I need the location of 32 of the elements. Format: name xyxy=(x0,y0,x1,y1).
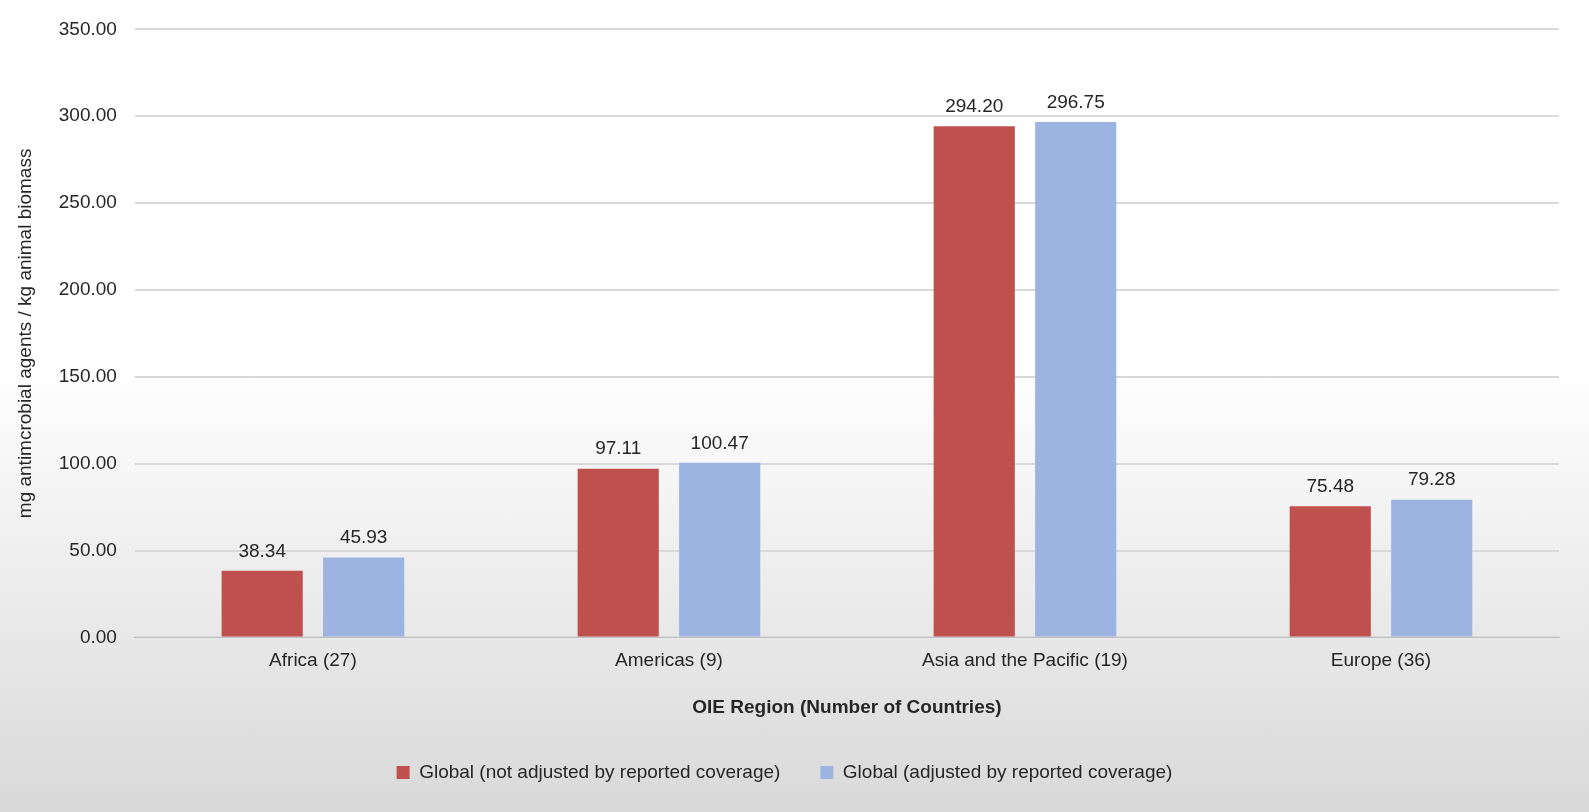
legend-label: Global (adjusted by reported coverage) xyxy=(842,760,1173,782)
bar xyxy=(221,570,303,637)
bar xyxy=(679,462,761,637)
x-tick-label: Europe (36) xyxy=(1330,649,1432,671)
y-tick-label: 50.00 xyxy=(69,538,117,560)
y-tick-label: 250.00 xyxy=(58,191,117,213)
data-label: 45.93 xyxy=(339,526,388,548)
y-axis-title: mg antimcrobial agents / kg animal biomass xyxy=(13,148,35,519)
data-label: 294.20 xyxy=(945,95,1004,117)
legend-label: Global (not adjusted by reported coverage) xyxy=(419,760,781,782)
bar xyxy=(933,126,1015,637)
bar xyxy=(323,557,405,637)
y-tick-label: 100.00 xyxy=(58,451,117,473)
x-tick-label: Africa (27) xyxy=(269,649,357,671)
bar xyxy=(577,468,659,637)
y-tick-label: 350.00 xyxy=(58,17,117,39)
y-tick-label: 150.00 xyxy=(58,365,117,387)
data-label: 100.47 xyxy=(690,431,749,453)
data-label: 75.48 xyxy=(1306,475,1355,497)
x-tick-label: Asia and the Pacific (19) xyxy=(921,649,1128,671)
y-tick-label: 200.00 xyxy=(58,278,117,300)
bar xyxy=(1391,499,1473,637)
bar xyxy=(1035,121,1117,637)
data-label: 38.34 xyxy=(238,539,287,561)
data-label: 79.28 xyxy=(1407,468,1456,490)
data-label: 296.75 xyxy=(1046,90,1105,112)
x-tick-label: Americas (9) xyxy=(615,649,723,671)
bar xyxy=(1289,506,1371,637)
y-tick-label: 0.00 xyxy=(79,625,117,647)
x-axis-title: OIE Region (Number of Countries) xyxy=(692,695,1002,717)
data-label: 97.11 xyxy=(595,437,642,459)
y-tick-label: 300.00 xyxy=(58,104,117,126)
